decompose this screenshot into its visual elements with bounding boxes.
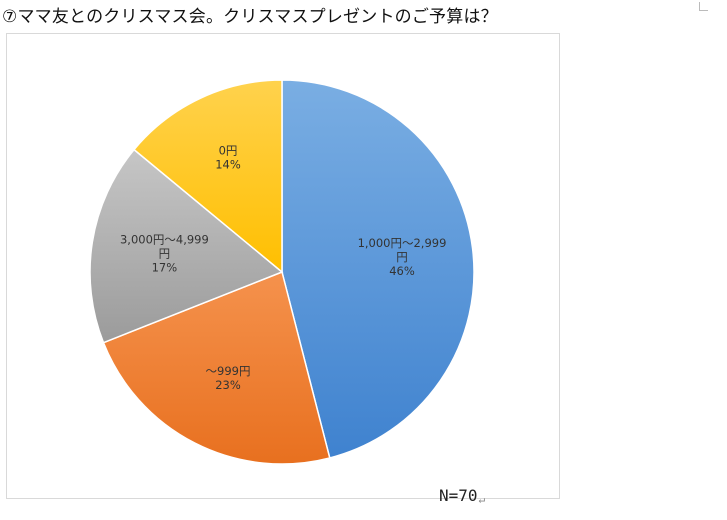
- slice-label-1-line-0: ～999円: [206, 364, 251, 378]
- pie-slices: [89, 79, 475, 465]
- slice-label-2-line-0: 3,000円～4,999: [120, 232, 209, 246]
- slice-label-2-line-1: 円: [159, 246, 171, 260]
- pie-slice-2: [89, 148, 284, 344]
- slice-percent-2: 17%: [152, 260, 178, 274]
- chart-frame: 1,000円～2,999 円 46% ～999円 23% 3,000円～4,999 円 17%…: [6, 33, 560, 506]
- sample-size-label: N=70↵: [439, 486, 485, 506]
- sample-size-text: N=70: [439, 486, 478, 505]
- corner-mark: [699, 2, 708, 11]
- pie-slice-1: [102, 270, 331, 465]
- pie-slice-0: [281, 79, 475, 459]
- return-mark-icon: ↵: [478, 493, 486, 506]
- slice-percent-3: 14%: [215, 157, 241, 171]
- page-title: ⑦ママ友とのクリスマス会。クリスマスプレゼントのご予算は？: [2, 7, 498, 27]
- slice-label-3-line-0: 0円: [219, 143, 238, 157]
- slice-label-0-line-1: 円: [396, 250, 408, 264]
- pie-chart: 1,000円～2,999円46%～999円23%3,000円～4,999円17%…: [89, 79, 475, 465]
- slice-percent-1: 23%: [215, 378, 241, 392]
- slice-percent-0: 46%: [389, 264, 415, 278]
- slice-label-0-line-0: 1,000円～2,999: [358, 236, 447, 250]
- pie-slice-3: [133, 79, 283, 274]
- pie-labels: 1,000円～2,999円46%～999円23%3,000円～4,999円17%…: [120, 143, 446, 392]
